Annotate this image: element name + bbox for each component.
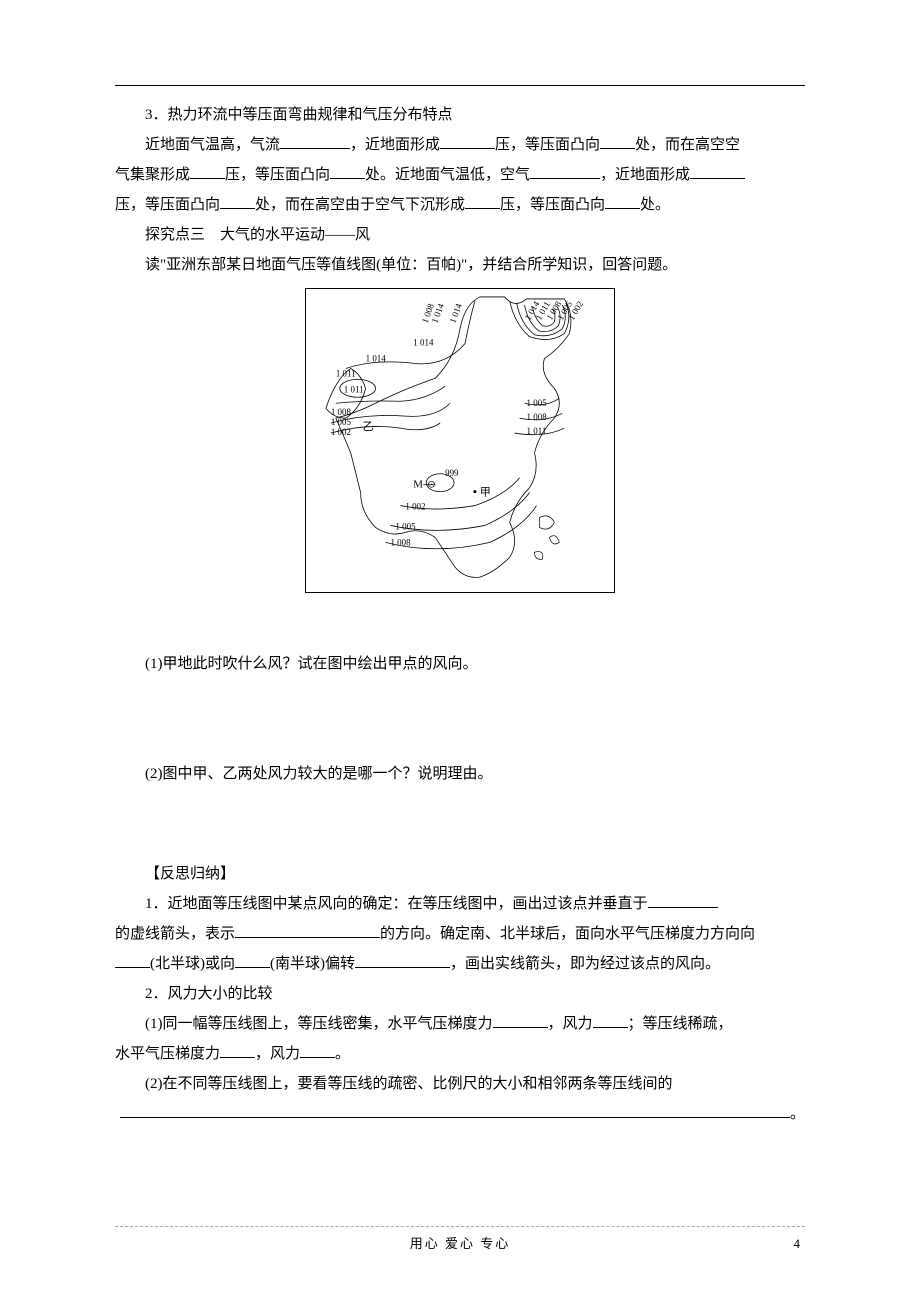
document-body: 3．热力环流中等压面弯曲规律和气压分布特点 近地面气温高，气流，近地面形成压，等… (115, 100, 805, 1129)
text: ，近地面形成 (600, 167, 690, 183)
reflect-2-1: (1)同一幅等压线图上，等压线密集，水平气压梯度力 ，风力 ；等压线稀疏， (115, 1009, 805, 1039)
text: 处。近地面气温低，空气 (365, 167, 530, 183)
reflect-2-1-line2: 水平气压梯度力 ，风力 。 (115, 1039, 805, 1069)
text: 压，等压面凸向 (115, 197, 220, 213)
label-m: M (413, 479, 423, 491)
isobar-label: 1 014 (366, 354, 387, 364)
isobar-label: 999 (445, 468, 459, 478)
text: 近地面气温高，气流 (145, 137, 280, 153)
text: (2)在不同等压线图上，要看等压线的疏密、比例尺的大小和相邻两条等压线间的 (145, 1076, 673, 1092)
question-1: (1)甲地此时吹什么风？试在图中绘出甲点的风向。 (115, 649, 805, 679)
isobar-label: 1 014 (413, 338, 434, 348)
text: 压，等压面凸向 (225, 167, 330, 183)
text: (1)同一幅等压线图上，等压线密集，水平气压梯度力 (145, 1016, 493, 1032)
page-number: 4 (794, 1236, 801, 1252)
blank (530, 161, 600, 179)
map-svg: 1 008 1 014 1 014 1 014 1 011 1 008 1 00… (305, 288, 615, 593)
spacer (115, 614, 805, 649)
spacer (115, 789, 805, 859)
para-1: 近地面气温高，气流 ，近地面形成 压，等压面凸向 处，而在高空空 (115, 130, 805, 160)
blank (465, 191, 500, 209)
reflect-1-line2: 的虚线箭头，表示 的方向。确定南、北半球后，面向水平气压梯度力方向向 (115, 919, 805, 949)
text: 压，等压面凸向 (500, 197, 605, 213)
reflect-title: 【反思归纳】 (115, 859, 805, 889)
isobar-label: 1 005 (331, 417, 352, 427)
text: 水平气压梯度力 (115, 1046, 220, 1062)
header-rule (115, 85, 805, 86)
isobar-label: 1 011 (527, 426, 547, 436)
map-intro: 读"亚洲东部某日地面气压等值线图(单位：百帕)"，并结合所学知识，回答问题。 (115, 250, 805, 280)
text: ；等压线稀疏， (628, 1016, 733, 1032)
blank (593, 1010, 628, 1028)
blank (220, 1040, 255, 1058)
label-jia: 甲 (480, 487, 491, 499)
text: (北半球)或向 (150, 956, 235, 972)
isobar-label: 1 005 (395, 521, 416, 531)
isobar-label: 1 005 (527, 398, 548, 408)
label-yi: 乙 (363, 420, 374, 433)
reflect-2-title: 2．风力大小的比较 (115, 979, 805, 1009)
explore-title: 探究点三 大气的水平运动——风 (115, 220, 805, 250)
isobar-label: 1 011 (344, 384, 364, 394)
blank (600, 131, 635, 149)
para-2: 气集聚形成 压，等压面凸向 处。近地面气温低，空气 ，近地面形成 (115, 160, 805, 190)
text: 处。 (640, 197, 670, 213)
isobar-label: 1 002 (331, 427, 351, 437)
text: 的虚线箭头，表示 (115, 926, 235, 942)
arrow-icon: ⊙ (427, 480, 435, 491)
text: ，风力 (548, 1016, 593, 1032)
blank (493, 1010, 548, 1028)
isobar-label: 1 002 (405, 502, 425, 512)
blank (648, 890, 718, 908)
text: 压，等压面凸向 (495, 137, 600, 153)
blank (115, 950, 150, 968)
reflect-1-line3: (北半球)或向 (南半球)偏转 ，画出实线箭头，即为经过该点的风向。 (115, 949, 805, 979)
text: 处，而在高空空 (635, 137, 740, 153)
section3-title: 3．热力环流中等压面弯曲规律和气压分布特点 (115, 100, 805, 130)
reflect-2-2: (2)在不同等压线图上，要看等压线的疏密、比例尺的大小和相邻两条等压线间的 (115, 1069, 805, 1099)
text: 处，而在高空由于空气下沉形成 (255, 197, 465, 213)
trailing-blank-line: 。 (115, 1099, 805, 1129)
blank (235, 950, 270, 968)
text: (南半球)偏转 (270, 956, 355, 972)
footer-text: 用心 爱心 专心 (0, 1233, 920, 1252)
blank (355, 950, 450, 968)
para-3: 压，等压面凸向 处，而在高空由于空气下沉形成 压，等压面凸向 处。 (115, 190, 805, 220)
blank (190, 161, 225, 179)
blank (330, 161, 365, 179)
blank (120, 1100, 790, 1118)
isobar-label: 1 008 (390, 537, 411, 547)
blank (605, 191, 640, 209)
text: 气集聚形成 (115, 167, 190, 183)
footer-rule (115, 1226, 805, 1227)
text: ，风力 (255, 1046, 300, 1062)
isobar-label: 1 011 (336, 368, 356, 378)
isobar-label: 1 008 (331, 407, 352, 417)
blank (235, 920, 380, 938)
blank (300, 1040, 335, 1058)
blank (280, 131, 350, 149)
blank (220, 191, 255, 209)
text: 1．近地面等压线图中某点风向的确定：在等压线图中，画出过该点并垂直于 (145, 896, 648, 912)
text: 的方向。确定南、北半球后，面向水平气压梯度力方向向 (380, 926, 755, 942)
isobar-label: 1 008 (527, 412, 548, 422)
blank (690, 161, 745, 179)
text: ，近地面形成 (350, 137, 440, 153)
reflect-1-line1: 1．近地面等压线图中某点风向的确定：在等压线图中，画出过该点并垂直于 (115, 889, 805, 919)
spacer (115, 679, 805, 759)
text: ，画出实线箭头，即为经过该点的风向。 (450, 956, 720, 972)
isobar-map: 1 008 1 014 1 014 1 014 1 011 1 008 1 00… (115, 288, 805, 604)
text: 。 (335, 1046, 350, 1062)
question-2: (2)图中甲、乙两处风力较大的是哪一个？说明理由。 (115, 759, 805, 789)
blank (440, 131, 495, 149)
